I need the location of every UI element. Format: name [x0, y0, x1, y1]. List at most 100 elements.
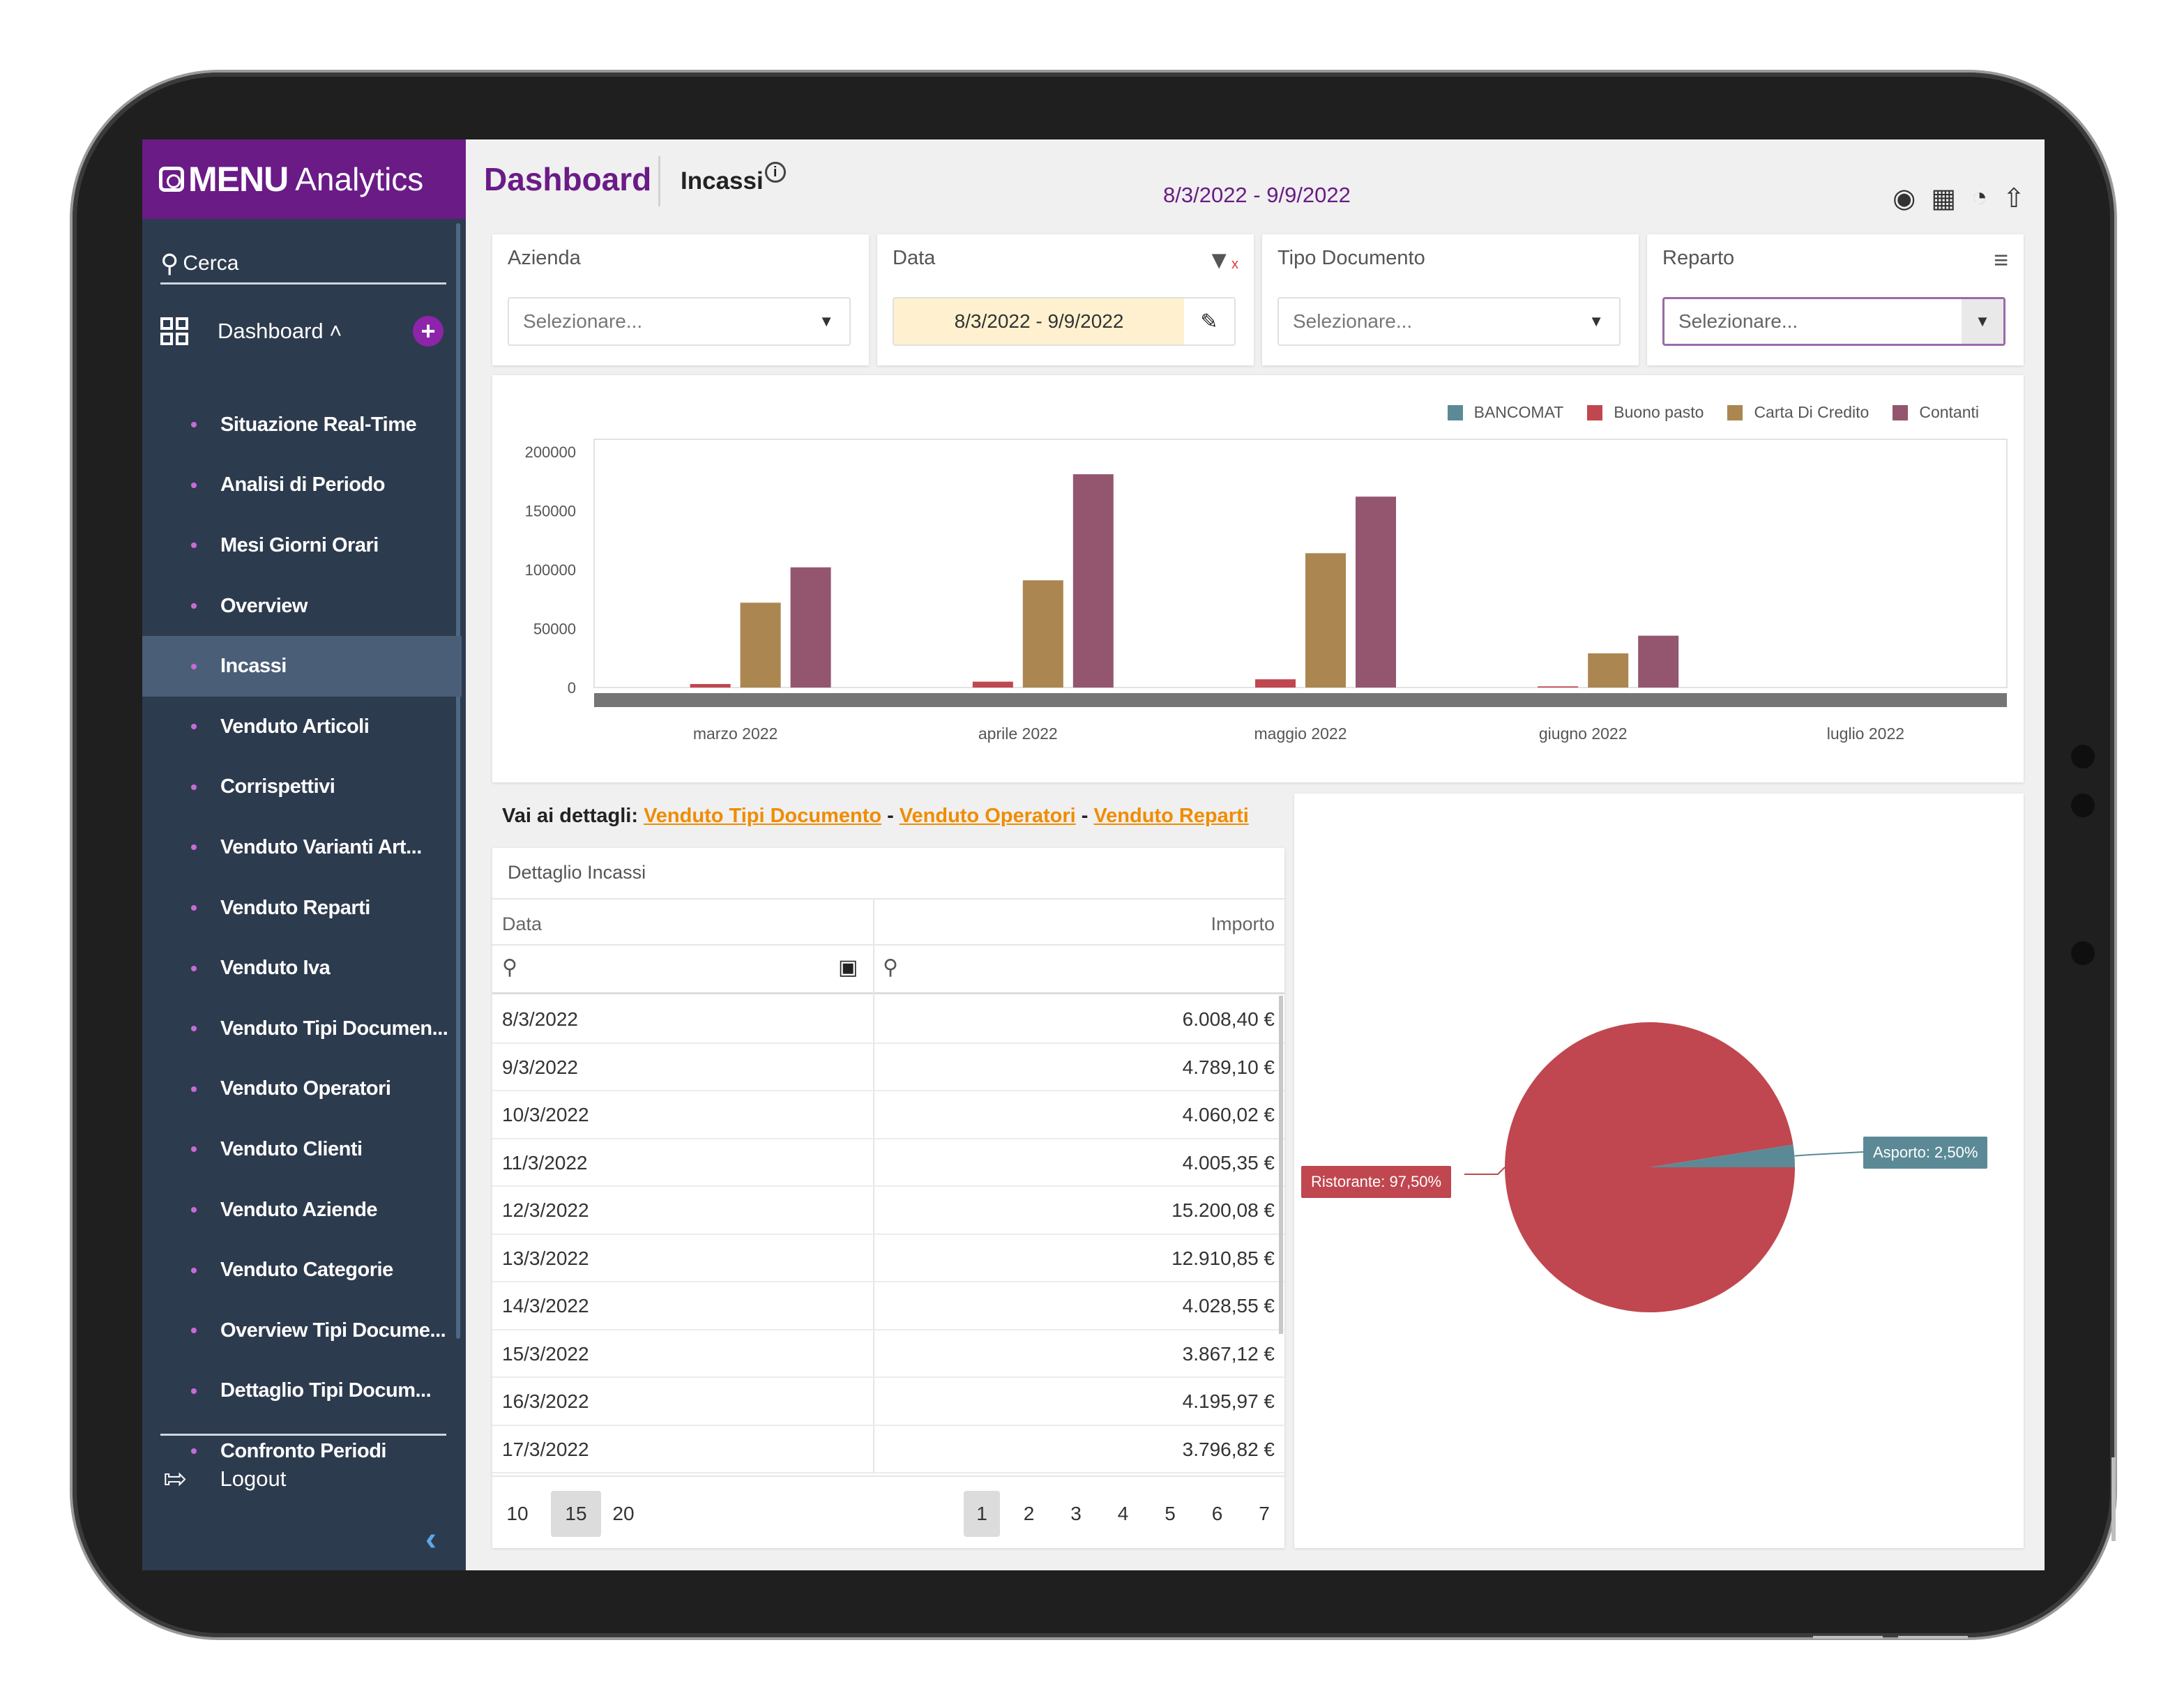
- tablet-button-edge: [1898, 1636, 1968, 1639]
- bar-carta-di-credito[interactable]: [740, 602, 781, 688]
- page-button[interactable]: 1: [964, 1491, 1000, 1537]
- filter-azienda: Azienda Selezionare... ▼: [492, 234, 869, 365]
- cell-amount: 12.910,85 €: [1171, 1247, 1275, 1269]
- sidebar-item-incassi[interactable]: Incassi: [142, 636, 462, 697]
- add-dashboard-icon[interactable]: +: [413, 316, 443, 347]
- brand-logo[interactable]: MENU Analytics: [142, 139, 466, 219]
- table-row[interactable]: 11/3/2022 4.005,35 €: [492, 1139, 1284, 1187]
- sidebar-item-venduto-clienti[interactable]: Venduto Clienti: [142, 1119, 462, 1180]
- sidebar-item-venduto-varianti-art[interactable]: Venduto Varianti Art...: [142, 817, 462, 878]
- sidebar-search[interactable]: ⚲ Cerca: [160, 244, 446, 284]
- bar-carta-di-credito[interactable]: [1588, 653, 1629, 688]
- page-button[interactable]: 3: [1070, 1503, 1082, 1524]
- reparto-select[interactable]: Selezionare... ▼: [1662, 297, 2005, 346]
- sidebar-item-mesi-giorni-orari[interactable]: Mesi Giorni Orari: [142, 515, 462, 576]
- link-venduto-operatori[interactable]: Venduto Operatori: [899, 805, 1076, 827]
- sidebar-item-label: Venduto Operatori: [220, 1077, 391, 1100]
- link-separator: -: [1081, 805, 1089, 827]
- table-row[interactable]: 13/3/2022 12.910,85 €: [492, 1235, 1284, 1282]
- pie-slice-asporto[interactable]: [1650, 1144, 1795, 1167]
- cell-date: 13/3/2022: [502, 1247, 589, 1269]
- page-size-option[interactable]: 20: [612, 1503, 635, 1524]
- share-icon[interactable]: ⇧: [2003, 184, 2025, 213]
- filter-search-icon[interactable]: ≡: [1993, 245, 2008, 274]
- sidebar-item-overview-tipi-docume[interactable]: Overview Tipi Docume...: [142, 1300, 462, 1361]
- legend-item-carta-di-credito[interactable]: Carta Di Credito: [1727, 403, 1869, 422]
- azienda-select[interactable]: Selezionare... ▼: [508, 297, 851, 346]
- sidebar-item-venduto-operatori[interactable]: Venduto Operatori: [142, 1059, 462, 1120]
- sidebar-item-venduto-articoli[interactable]: Venduto Articoli: [142, 697, 462, 757]
- sidebar-item-venduto-categorie[interactable]: Venduto Categorie: [142, 1240, 462, 1300]
- sidebar-dashboard-toggle[interactable]: Dashboard ˄ +: [160, 307, 453, 356]
- bar-contanti[interactable]: [1356, 496, 1396, 688]
- bar-buono-pasto[interactable]: [1255, 679, 1296, 688]
- select-placeholder: Selezionare...: [1293, 310, 1413, 332]
- table-row[interactable]: 16/3/2022 4.195,97 €: [492, 1378, 1284, 1426]
- sidebar-item-dettaglio-tipi-docum[interactable]: Dettaglio Tipi Docum...: [142, 1361, 462, 1422]
- logout-button[interactable]: ⇰ Logout: [163, 1463, 286, 1495]
- calendar-icon[interactable]: ▦: [1931, 184, 1957, 213]
- legend-item-buono-pasto[interactable]: Buono pasto: [1587, 403, 1704, 422]
- date-filter-search-icon[interactable]: ⚲: [502, 956, 517, 979]
- table-row[interactable]: 15/3/2022 3.867,12 €: [492, 1330, 1284, 1378]
- sidebar-item-venduto-reparti[interactable]: Venduto Reparti: [142, 878, 462, 939]
- sidebar-item-corrispettivi[interactable]: Corrispettivi: [142, 757, 462, 818]
- sidebar-item-analisi-di-periodo[interactable]: Analisi di Periodo: [142, 455, 462, 516]
- filter-label: Azienda: [508, 247, 581, 269]
- chevron-down-icon[interactable]: ▼: [1962, 299, 2003, 344]
- sidebar-item-venduto-aziende[interactable]: Venduto Aziende: [142, 1180, 462, 1241]
- table-row[interactable]: 12/3/2022 15.200,08 €: [492, 1187, 1284, 1235]
- bar-buono-pasto[interactable]: [690, 683, 731, 688]
- table-row[interactable]: 17/3/2022 3.796,82 €: [492, 1426, 1284, 1473]
- bar-contanti[interactable]: [1638, 635, 1679, 688]
- table-row[interactable]: 9/3/2022 4.789,10 €: [492, 1044, 1284, 1091]
- details-label: Vai ai dettagli:: [502, 805, 638, 827]
- link-venduto-reparti[interactable]: Venduto Reparti: [1093, 805, 1249, 827]
- info-icon[interactable]: i: [764, 162, 786, 183]
- page-button[interactable]: 7: [1259, 1503, 1270, 1524]
- toggle-view-icon[interactable]: ◉: [1893, 184, 1916, 213]
- sidebar-item-situazione-real-time[interactable]: Situazione Real-Time: [142, 395, 462, 455]
- table-row[interactable]: 8/3/2022 6.008,40 €: [492, 996, 1284, 1044]
- amount-filter-search-icon[interactable]: ⚲: [883, 956, 898, 979]
- page-button[interactable]: 2: [1023, 1503, 1035, 1524]
- collapse-sidebar-icon[interactable]: ‹: [425, 1521, 437, 1558]
- table-row[interactable]: 14/3/2022 4.028,55 €: [492, 1282, 1284, 1330]
- page-size-option[interactable]: 15: [551, 1491, 601, 1537]
- page-size-option[interactable]: 10: [506, 1503, 529, 1524]
- page-button[interactable]: 4: [1117, 1503, 1129, 1524]
- chart-icon[interactable]: ◔: [1971, 183, 1988, 212]
- tipo-documento-select[interactable]: Selezionare... ▼: [1277, 297, 1621, 346]
- bar-carta-di-credito[interactable]: [1305, 553, 1346, 688]
- bullet-icon: [191, 784, 197, 790]
- sidebar-item-overview[interactable]: Overview: [142, 576, 462, 637]
- date-range-field[interactable]: 8/3/2022 - 9/9/2022 ✎: [893, 297, 1236, 346]
- sidebar-item-label: Situazione Real-Time: [220, 413, 417, 436]
- column-header-importo[interactable]: Importo: [1211, 913, 1275, 934]
- table-row[interactable]: 10/3/2022 4.060,02 €: [492, 1091, 1284, 1139]
- bar-contanti[interactable]: [790, 567, 831, 688]
- edit-icon[interactable]: ✎: [1184, 298, 1234, 344]
- sidebar-scrollbar[interactable]: [456, 223, 460, 1339]
- page-button[interactable]: 6: [1211, 1503, 1223, 1524]
- bullet-icon: [191, 844, 197, 851]
- sidebar-item-venduto-iva[interactable]: Venduto Iva: [142, 938, 462, 999]
- pie-leader-ristorante: [1464, 1167, 1506, 1175]
- bar-buono-pasto[interactable]: [972, 681, 1013, 688]
- legend-item-bancomat[interactable]: BANCOMAT: [1447, 403, 1563, 422]
- clear-filter-icon[interactable]: ▼x: [1206, 245, 1238, 274]
- x-tick-label: luglio 2022: [1827, 724, 1904, 743]
- table-scrollbar[interactable]: [1279, 996, 1283, 1334]
- bar-contanti[interactable]: [1072, 474, 1114, 688]
- link-venduto-tipi-documento[interactable]: Venduto Tipi Documento: [644, 805, 882, 827]
- legend-item-contanti[interactable]: Contanti: [1893, 403, 1979, 422]
- column-header-data[interactable]: Data: [502, 913, 543, 934]
- page-button[interactable]: 5: [1165, 1503, 1176, 1524]
- sidebar-item-confronto-periodi[interactable]: Confronto Periodi: [142, 1421, 462, 1482]
- sidebar-item-venduto-tipi-documen[interactable]: Venduto Tipi Documen...: [142, 999, 462, 1059]
- bar-buono-pasto[interactable]: [1538, 686, 1579, 688]
- filter-data: Data ▼x 8/3/2022 - 9/9/2022 ✎: [877, 234, 1254, 365]
- bar-carta-di-credito[interactable]: [1022, 580, 1063, 688]
- date-filter-calendar-icon[interactable]: ▣: [838, 956, 858, 979]
- details-links: Vai ai dettagli: Venduto Tipi Documento -…: [502, 805, 1249, 828]
